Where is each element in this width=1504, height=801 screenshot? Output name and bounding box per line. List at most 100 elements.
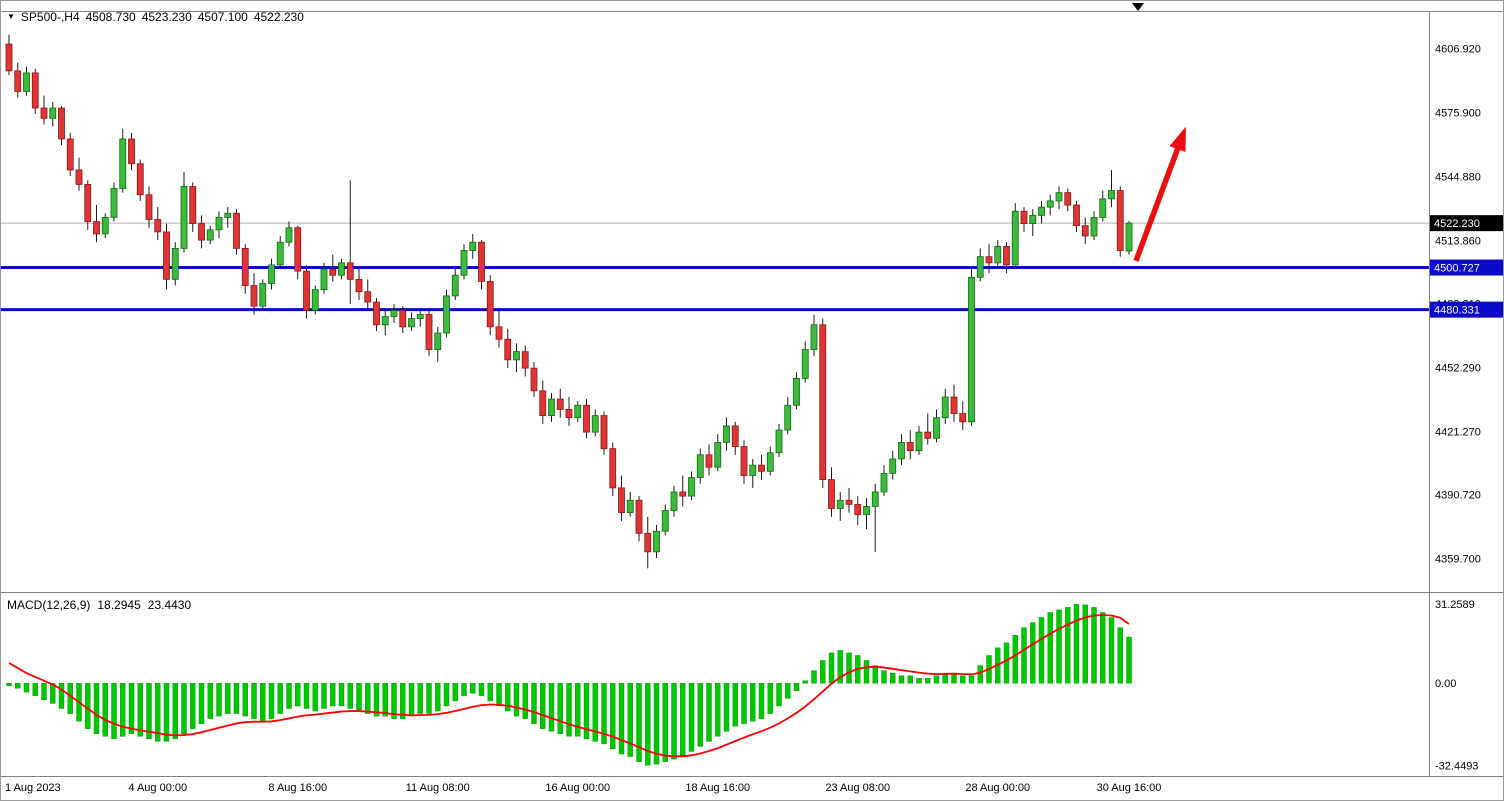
date-label: 4 Aug 00:00 (128, 782, 188, 794)
candle-up (460, 250, 468, 276)
macd-histogram-bar (776, 683, 782, 707)
trend-arrow-head[interactable] (1169, 126, 1186, 153)
candle-down (1020, 210, 1028, 225)
candle-down (959, 413, 967, 423)
candle-down (521, 351, 529, 369)
macd-histogram-bar (365, 683, 371, 714)
candle-up (670, 491, 678, 511)
candle-up (784, 404, 792, 431)
macd-histogram-bar (828, 652, 835, 684)
price-tick-label: 4544.880 (1435, 171, 1481, 183)
candle-up (548, 398, 555, 417)
price-chart-canvas[interactable]: 4606.9204575.9004544.8804513.8604483.310… (1, 1, 1504, 593)
macd-histogram-bar (50, 683, 56, 704)
candle-down (5, 43, 13, 72)
time-axis-border (1, 776, 1503, 777)
macd-histogram-bar (723, 683, 730, 732)
candle-down (539, 390, 547, 417)
candle-up (915, 431, 923, 452)
candle-down (241, 247, 249, 286)
time-axis[interactable]: 1 Aug 2023 4 Aug 00:00 8 Aug 16:00 11 Aug 0… (1, 777, 1503, 800)
macd-histogram-bar (356, 683, 362, 712)
candle-up (180, 186, 188, 249)
macd-histogram-bar (601, 683, 607, 745)
candle-up (714, 442, 722, 468)
candle-down (565, 409, 573, 419)
macd-histogram-bar (645, 683, 651, 766)
one-click-trading-toggle-icon[interactable]: ▼ (7, 12, 15, 21)
candle-down (618, 487, 625, 514)
support-price-badge: 4480.331 (1434, 305, 1480, 317)
candle-up (416, 314, 424, 319)
candle-down (399, 309, 407, 328)
macd-histogram-bar (408, 683, 415, 717)
macd-histogram-bar (487, 683, 493, 702)
macd-histogram-bar (592, 683, 598, 742)
candle-down (644, 532, 652, 553)
candle-down (355, 278, 363, 293)
macd-histogram-bar (846, 652, 852, 684)
macd-name-label: MACD(12,26,9) (7, 598, 91, 612)
macd-histogram-bar (163, 683, 170, 742)
panel-divider[interactable] (1, 592, 1503, 593)
candle-down (58, 107, 65, 140)
candle-up (723, 425, 730, 443)
current-price-badge: 4522.230 (1434, 218, 1480, 230)
price-tick-label: 4513.860 (1435, 235, 1481, 247)
macd-histogram-bar (15, 683, 21, 689)
candle-up (898, 442, 905, 460)
candle-down (1064, 192, 1072, 206)
macd-histogram-bar (881, 670, 887, 684)
trend-arrow-shaft[interactable] (1133, 144, 1182, 262)
ohlc-high-value: 4523.230 (141, 10, 192, 24)
candle-up (390, 309, 398, 317)
macd-histogram-bar (548, 683, 555, 732)
macd-histogram-bar (391, 683, 397, 719)
candle-up (889, 458, 897, 474)
macd-tick-label: 0.00 (1435, 678, 1456, 690)
candle-down (154, 219, 162, 233)
candle-up (311, 289, 319, 311)
macd-histogram-bar (531, 683, 537, 724)
candle-down (679, 491, 687, 497)
macd-histogram-bar (1082, 604, 1088, 684)
candle-up (259, 283, 267, 307)
candle-down (530, 367, 538, 392)
candle-down (828, 479, 835, 509)
macd-histogram-bar (540, 683, 546, 729)
candle-down (75, 169, 83, 185)
macd-main-value: 18.2945 (97, 598, 141, 612)
macd-histogram-bar (636, 683, 642, 762)
macd-histogram-bar (820, 660, 826, 684)
candle-down (31, 72, 39, 109)
macd-histogram-bar (1108, 617, 1115, 684)
candle-down (854, 503, 862, 516)
candle-down (950, 396, 958, 414)
macd-histogram-bar (6, 683, 12, 686)
candle-up (1055, 192, 1063, 202)
candle-down (1081, 225, 1089, 237)
candle-up (206, 229, 214, 241)
candle-up (688, 477, 695, 497)
macd-panel-canvas[interactable]: 31.2589 0.00 -32.4493 (1, 593, 1504, 777)
candle-up (469, 241, 477, 251)
candle-down (84, 183, 92, 222)
chart-end-marker-icon[interactable] (1132, 3, 1144, 11)
macd-histogram-bar (32, 683, 38, 697)
macd-histogram-bar (933, 675, 940, 684)
macd-histogram-bar (1047, 612, 1053, 684)
price-tick-label: 4359.700 (1435, 554, 1481, 566)
candle-up (810, 324, 818, 350)
candle-up (451, 274, 459, 297)
macd-histogram-bar (417, 683, 423, 714)
candle-up (338, 262, 345, 276)
macd-histogram-bar (1117, 627, 1123, 684)
candle-up (994, 245, 1002, 264)
macd-histogram-bar (767, 683, 773, 714)
macd-histogram-bar (382, 683, 388, 717)
macd-signal-value: 23.4430 (147, 598, 192, 612)
macd-histogram-bar (85, 683, 91, 729)
candle-down (198, 223, 205, 241)
price-tick-label: 4452.290 (1435, 363, 1481, 375)
macd-histogram-bar (505, 683, 511, 712)
